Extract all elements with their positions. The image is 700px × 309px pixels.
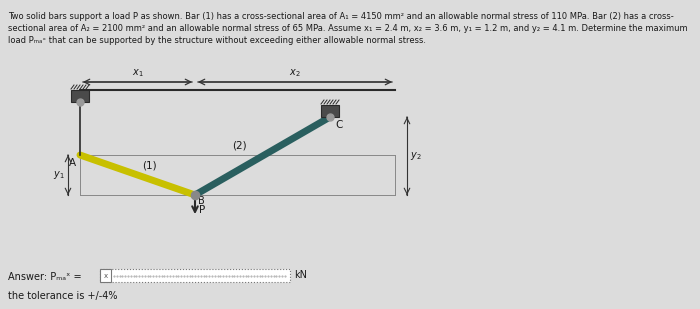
Text: (2): (2) [232,141,247,151]
Bar [71,90,89,102]
Text: sectional area of A₂ = 2100 mm² and an allowable normal stress of 65 MPa. Assume: sectional area of A₂ = 2100 mm² and an a… [8,24,687,33]
Text: load Pₘₐˣ that can be supported by the structure without exceeding either allowa: load Pₘₐˣ that can be supported by the s… [8,36,426,45]
Text: A: A [69,158,76,168]
Text: Answer: Pₘₐˣ =: Answer: Pₘₐˣ = [8,272,82,281]
Text: kN: kN [294,270,307,281]
Text: $y_1$: $y_1$ [53,169,65,181]
Text: x: x [104,273,108,278]
Text: C: C [335,120,342,130]
Text: the tolerance is +/-4%: the tolerance is +/-4% [8,291,118,301]
Bar [100,269,290,282]
Bar [321,105,339,117]
Text: $x_2$: $x_2$ [289,67,301,79]
Text: P: P [199,205,205,215]
Text: B: B [198,196,204,206]
Text: (1): (1) [143,160,157,170]
Bar [100,269,111,282]
Text: Two solid bars support a load P as shown. Bar (1) has a cross-sectional area of : Two solid bars support a load P as shown… [8,12,673,21]
Text: $x_1$: $x_1$ [132,67,144,79]
Text: $y_2$: $y_2$ [410,150,421,162]
